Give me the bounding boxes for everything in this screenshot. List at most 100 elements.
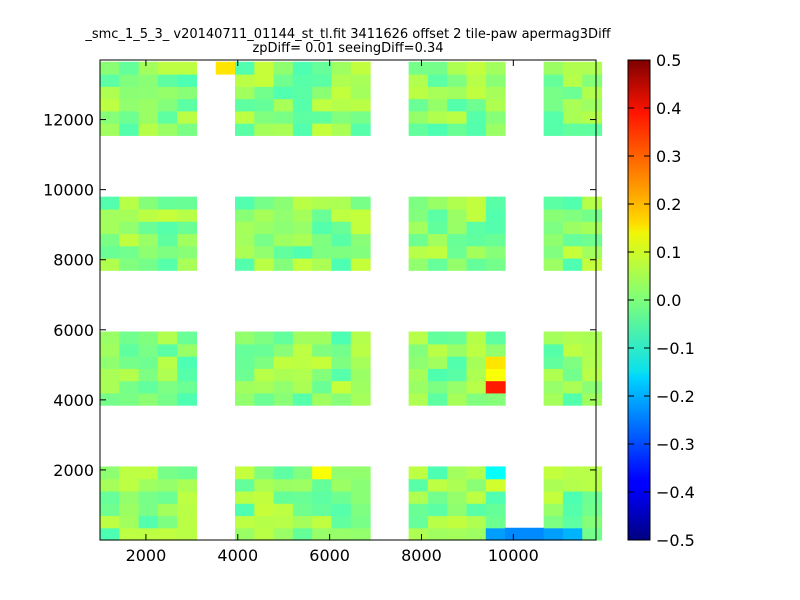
heatmap-cell: [582, 331, 603, 345]
heatmap-cell: [582, 110, 603, 124]
heatmap-cell: [138, 221, 159, 235]
heatmap-cell: [157, 245, 178, 259]
heatmap-cell: [157, 331, 178, 345]
heatmap-cell: [582, 356, 603, 369]
heatmap-cell: [100, 233, 120, 247]
heatmap-cell: [427, 86, 448, 100]
heatmap-cell: [427, 356, 448, 369]
heatmap-cell: [427, 331, 448, 345]
heatmap-cell: [582, 123, 603, 136]
heatmap-cell: [119, 74, 140, 87]
heatmap-cell: [582, 257, 603, 271]
heatmap-cell: [466, 527, 487, 541]
heatmap-cell: [485, 245, 506, 259]
heatmap-cell: [350, 110, 371, 124]
heatmap-cell: [562, 515, 583, 529]
heatmap-cell: [254, 466, 275, 480]
heatmap-cell: [254, 74, 275, 87]
heatmap-cell: [119, 61, 140, 75]
heatmap-cell: [254, 515, 275, 529]
heatmap-cell: [138, 343, 159, 357]
x-tick-label: 8000: [401, 546, 442, 565]
heatmap-cell: [331, 221, 352, 235]
heatmap-cell: [157, 257, 178, 271]
heatmap-cell: [119, 478, 140, 492]
heatmap-cell: [235, 196, 255, 210]
heatmap-cell: [582, 245, 603, 259]
heatmap-cell: [312, 478, 333, 492]
heatmap-cell: [254, 196, 275, 210]
heatmap-cell: [447, 233, 468, 247]
heatmap-cell: [447, 110, 468, 124]
heatmap-cell: [350, 257, 371, 271]
heatmap-cell: [543, 98, 564, 112]
heatmap-cell: [312, 123, 333, 136]
heatmap-cell: [582, 392, 603, 406]
heatmap-cell: [427, 233, 448, 247]
heatmap-cell: [505, 527, 525, 541]
heatmap-cell: [235, 515, 255, 529]
heatmap-cell: [312, 196, 333, 210]
heatmap-cell: [543, 245, 564, 259]
heatmap-cell: [485, 61, 506, 75]
heatmap-cell: [562, 356, 583, 369]
heatmap-cell: [292, 74, 313, 87]
heatmap-cell: [485, 515, 506, 529]
heatmap-cell: [177, 123, 198, 136]
plot-frame: [99, 59, 597, 541]
heatmap-cell: [543, 343, 564, 357]
heatmap-cell: [466, 61, 487, 75]
heatmap-cell: [466, 356, 487, 369]
heatmap-cell: [119, 233, 140, 247]
heatmap-cell: [562, 257, 583, 271]
heatmap-cell: [138, 466, 159, 480]
x-tick-label: 10000: [488, 546, 539, 565]
heatmap-cell: [331, 233, 352, 247]
heatmap-cell: [100, 515, 120, 529]
colorbar-tick-label: 0.3: [656, 147, 681, 166]
heatmap-cell: [562, 380, 583, 394]
heatmap-cell: [254, 61, 275, 75]
heatmap-cell: [408, 392, 429, 406]
heatmap-cell: [562, 503, 583, 517]
plot-area: 2000 4000 6000 8000 10000 2000 4000 6000 8000 10…: [43, 59, 603, 565]
heatmap-cell: [119, 245, 140, 259]
heatmap-cell: [350, 527, 371, 541]
heatmap-cell: [235, 331, 255, 345]
heatmap-cell: [582, 503, 603, 517]
heatmap-cell: [331, 490, 352, 504]
heatmap-cell: [312, 466, 333, 480]
heatmap-cell: [138, 257, 159, 271]
colorbar-tick-label: −0.2: [656, 387, 695, 406]
heatmap-cell: [408, 478, 429, 492]
heatmap-cell: [119, 98, 140, 112]
heatmap-cell: [466, 503, 487, 517]
heatmap-cell: [408, 86, 429, 100]
heatmap-cell: [562, 110, 583, 124]
heatmap-cell: [350, 331, 371, 345]
heatmap-cell: [157, 503, 178, 517]
heatmap-cell: [331, 515, 352, 529]
heatmap-cell: [138, 503, 159, 517]
heatmap-cell: [350, 208, 371, 222]
heatmap-cell: [235, 98, 255, 112]
heatmap-cell: [100, 208, 120, 222]
heatmap-cell: [485, 123, 506, 136]
heatmap-cell: [235, 245, 255, 259]
heatmap-cell: [331, 392, 352, 406]
heatmap-cell: [582, 515, 603, 529]
heatmap-cell: [273, 74, 294, 87]
heatmap-cell: [119, 380, 140, 394]
colorbar-tick-label: −0.1: [656, 339, 695, 358]
heatmap-cell: [312, 110, 333, 124]
heatmap-cell: [177, 74, 198, 87]
colorbar-tick-label: −0.3: [656, 435, 695, 454]
heatmap-cell: [562, 343, 583, 357]
heatmap-cell: [235, 527, 255, 541]
heatmap-cell: [292, 368, 313, 382]
heatmap-cell: [273, 233, 294, 247]
heatmap-cell: [254, 331, 275, 345]
heatmap-cell: [485, 74, 506, 87]
heatmap-cell: [408, 331, 429, 345]
heatmap-cell: [235, 123, 255, 136]
